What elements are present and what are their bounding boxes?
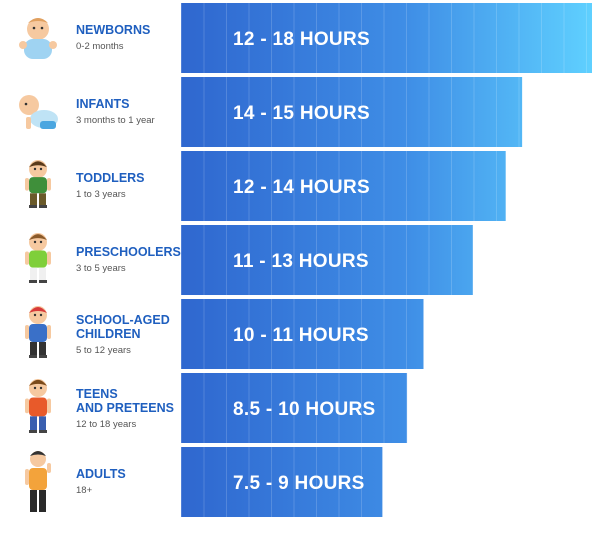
group-title-school-aged-children-1: SCHOOL-AGED (76, 313, 170, 327)
bar-stripes-teens-and-preteens (181, 373, 408, 443)
group-range-infants: 3 months to 1 year (76, 115, 155, 126)
bar-stripes-school-aged-children (181, 299, 424, 369)
group-range-teens-and-preteens: 12 to 18 years (76, 419, 136, 430)
baby-icon (19, 18, 57, 59)
icons-layer (19, 18, 58, 512)
group-range-toddlers: 1 to 3 years (76, 189, 126, 200)
preschooler-icon (25, 233, 51, 283)
group-title-infants-1: INFANTS (76, 97, 129, 111)
bar-stripes-toddlers (181, 151, 506, 221)
bars-layer: 12 - 18 HOURS 14 - 15 HOURS 12 - 14 HOURS 1… (181, 3, 592, 517)
school-child-icon (25, 306, 51, 358)
bar-stripes-infants (181, 77, 523, 147)
group-range-school-aged-children: 5 to 12 years (76, 345, 131, 356)
bar-label-teens-and-preteens: 8.5 - 10 HOURS (233, 399, 376, 420)
group-title-adults-1: ADULTS (76, 467, 126, 481)
bar-label-school-aged-children: 10 - 11 HOURS (233, 325, 369, 346)
bar-label-preschoolers: 11 - 13 HOURS (233, 251, 369, 272)
bar-stripes-newborns (181, 3, 592, 73)
toddler-icon (25, 160, 51, 208)
crawling-infant-icon (19, 95, 58, 129)
group-title-preschoolers-1: PRESCHOOLERS (76, 245, 181, 259)
teen-icon (25, 379, 51, 433)
group-title-teens-and-preteens-2: AND PRETEENS (76, 401, 174, 415)
group-range-preschoolers: 3 to 5 years (76, 263, 126, 274)
bar-stripes-preschoolers (181, 225, 473, 295)
bar-stripes-adults (181, 447, 383, 517)
adult-icon (25, 451, 51, 512)
group-title-teens-and-preteens-1: TEENS (76, 387, 118, 401)
bar-label-adults: 7.5 - 9 HOURS (233, 473, 365, 494)
group-range-newborns: 0-2 months (76, 41, 124, 52)
bar-label-newborns: 12 - 18 HOURS (233, 29, 370, 50)
bar-label-toddlers: 12 - 14 HOURS (233, 177, 370, 198)
group-title-toddlers-1: TODDLERS (76, 171, 145, 185)
group-range-adults: 18+ (76, 485, 93, 496)
labels-layer: NEWBORNS 0-2 months INFANTS 3 months to 1 y… (76, 23, 181, 496)
bar-label-infants: 14 - 15 HOURS (233, 103, 370, 124)
group-title-school-aged-children-2: CHILDREN (76, 327, 141, 341)
group-title-newborns-1: NEWBORNS (76, 23, 150, 37)
